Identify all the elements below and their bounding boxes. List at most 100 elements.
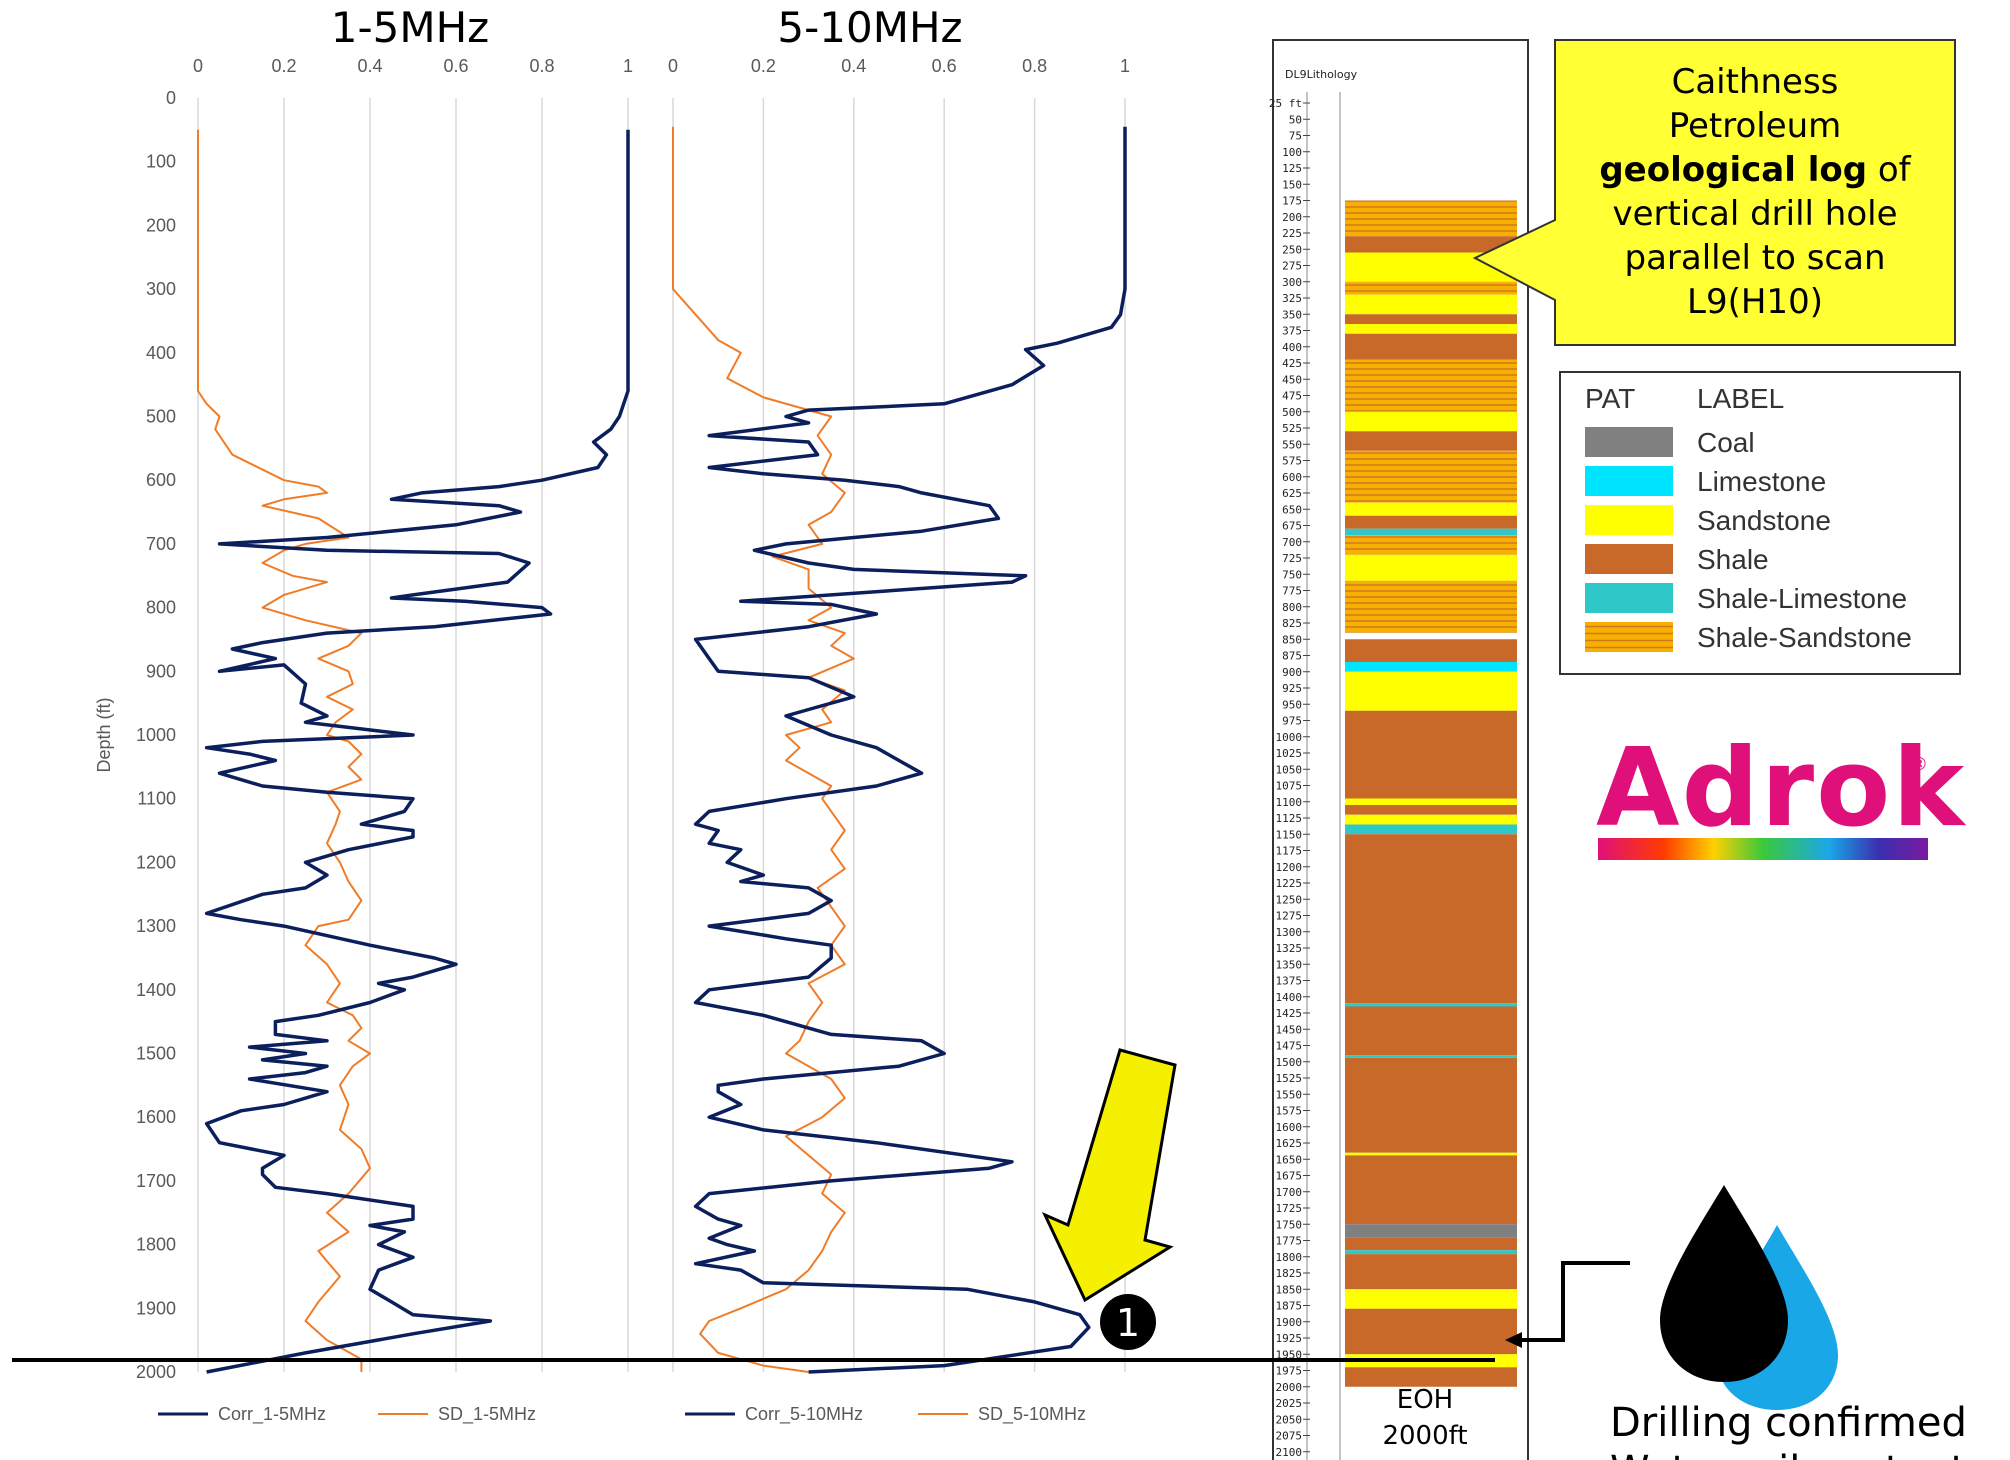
y-tick-label: 900 bbox=[146, 661, 176, 681]
depth-tick-label: 1500 bbox=[1276, 1056, 1303, 1069]
depth-tick-label: 1750 bbox=[1276, 1218, 1303, 1231]
legend-header-label: LABEL bbox=[1697, 383, 1784, 414]
depth-tick-label: 1475 bbox=[1276, 1040, 1303, 1053]
y-tick-label: 1200 bbox=[136, 852, 176, 872]
depth-tick-label: 550 bbox=[1282, 438, 1302, 451]
y-tick-label: 1600 bbox=[136, 1107, 176, 1127]
x-tick-label: 0 bbox=[668, 56, 678, 76]
depth-tick-label: 625 bbox=[1282, 487, 1302, 500]
lith-layer-shale-limestone bbox=[1345, 1003, 1517, 1007]
depth-tick-label: 1000 bbox=[1276, 731, 1303, 744]
legend-swatch-sandstone bbox=[1585, 505, 1673, 535]
lithology-log: DL9Lithology 25 ft 50 75 100 125 150 175 200 225… bbox=[1269, 39, 1529, 1460]
y-tick-label: 1100 bbox=[137, 789, 176, 809]
chart-2-x-ticks: 0 0.2 0.4 0.6 0.8 1 bbox=[668, 56, 1130, 76]
depth-tick-label: 250 bbox=[1282, 243, 1302, 256]
chart-1-y-ticks: 0 100 200 300 400 500 600 700 800 900 1000 1100 1200… bbox=[136, 88, 176, 1382]
depth-tick-label: 1575 bbox=[1276, 1105, 1303, 1118]
lith-layer-sandstone bbox=[1345, 554, 1517, 581]
depth-tick-label: 425 bbox=[1282, 357, 1302, 370]
lith-layer-coal bbox=[1345, 1224, 1517, 1238]
depth-tick-label: 675 bbox=[1282, 520, 1302, 533]
depth-tick-label: 775 bbox=[1282, 585, 1302, 598]
depth-tick-label: 600 bbox=[1282, 471, 1302, 484]
y-tick-label: 2000 bbox=[136, 1362, 176, 1382]
x-tick-label: 1 bbox=[1120, 56, 1130, 76]
callout-line-4: vertical drill hole bbox=[1613, 194, 1898, 234]
depth-tick-label: 1800 bbox=[1276, 1251, 1303, 1264]
legend-swatch-limestone bbox=[1585, 466, 1673, 496]
callout-rest: of bbox=[1867, 150, 1912, 190]
depth-tick-label: 1025 bbox=[1276, 747, 1303, 760]
depth-tick-label: 1525 bbox=[1276, 1072, 1303, 1085]
marker-1: 1 bbox=[1100, 1294, 1156, 1350]
depth-tick-label: 850 bbox=[1282, 633, 1302, 646]
y-tick-label: 100 bbox=[146, 152, 176, 172]
lith-layer-shale-sandstone bbox=[1345, 359, 1517, 412]
depth-tick-label: 525 bbox=[1282, 422, 1302, 435]
legend-sd-1-5: SD_1-5MHz bbox=[438, 1404, 536, 1425]
depth-tick-label: 1050 bbox=[1276, 763, 1303, 776]
y-tick-label: 1900 bbox=[136, 1298, 176, 1318]
depth-tick-label: 1725 bbox=[1276, 1202, 1303, 1215]
legend-label-sandstone: Sandstone bbox=[1697, 505, 1831, 536]
chart-2-legend: Corr_5-10MHz SD_5-10MHz bbox=[685, 1404, 1086, 1425]
depth-tick-label: 1100 bbox=[1276, 796, 1303, 809]
callout-line-5: parallel to scan bbox=[1624, 238, 1885, 278]
legend-sd-5-10: SD_5-10MHz bbox=[978, 1404, 1086, 1425]
depth-tick-label: 825 bbox=[1282, 617, 1302, 630]
lith-layer-sandstone bbox=[1345, 694, 1517, 711]
lith-layer-shale-limestone bbox=[1345, 824, 1517, 835]
lith-layer-limestone bbox=[1345, 662, 1517, 672]
depth-tick-label: 2025 bbox=[1276, 1397, 1303, 1410]
lith-layer-shale bbox=[1345, 805, 1517, 815]
lith-layer-sandstone bbox=[1345, 671, 1517, 695]
x-tick-label: 0.2 bbox=[751, 56, 776, 76]
x-tick-label: 1 bbox=[623, 56, 633, 76]
depth-tick-label: 925 bbox=[1282, 682, 1302, 695]
eoh-label: EOH bbox=[1397, 1385, 1453, 1415]
legend-header-pat: PAT bbox=[1585, 383, 1635, 414]
y-tick-label: 300 bbox=[146, 279, 176, 299]
depth-tick-label: 1875 bbox=[1276, 1300, 1303, 1313]
y-tick-label: 1300 bbox=[136, 916, 176, 936]
lith-layer-shale-sandstone bbox=[1345, 535, 1517, 555]
legend-label-limestone: Limestone bbox=[1697, 466, 1826, 497]
depth-tick-label: 1200 bbox=[1276, 861, 1303, 874]
series-line-corr_1-5mhz bbox=[204, 129, 630, 1374]
drilling-confirmed-text: Drilling confirmed bbox=[1610, 1400, 1967, 1446]
callout-line-2: Petroleum bbox=[1669, 106, 1842, 146]
lith-layer-shale bbox=[1345, 1057, 1517, 1153]
callout-line-6: L9(H10) bbox=[1687, 282, 1823, 322]
depth-tick-label: 1350 bbox=[1276, 958, 1303, 971]
x-tick-label: 0.8 bbox=[1022, 56, 1047, 76]
depth-tick-label: 1125 bbox=[1276, 812, 1303, 825]
depth-tick-label: 400 bbox=[1282, 341, 1302, 354]
depth-tick-label: 275 bbox=[1282, 260, 1302, 273]
y-tick-label: 500 bbox=[146, 407, 176, 427]
depth-tick-label: 1150 bbox=[1276, 828, 1303, 841]
series-line-corr_5-10mhz bbox=[693, 126, 1127, 1374]
lith-layer-sandstone bbox=[1345, 814, 1517, 825]
depth-tick-label: 1400 bbox=[1276, 991, 1303, 1004]
lith-layer-shale bbox=[1345, 1155, 1517, 1225]
marker-1-label: 1 bbox=[1116, 1301, 1140, 1345]
y-axis-label: Depth (ft) bbox=[94, 697, 114, 772]
legend-corr-1-5: Corr_1-5MHz bbox=[218, 1404, 326, 1425]
legend-items: Coal Limestone Sandstone Shale Shale-Limesto… bbox=[1585, 427, 1912, 653]
lith-layer-sandstone bbox=[1345, 324, 1517, 334]
y-tick-label: 200 bbox=[146, 215, 176, 235]
depth-tick-label: 575 bbox=[1282, 455, 1302, 468]
legend-swatch-coal bbox=[1585, 427, 1673, 457]
y-tick-label: 400 bbox=[146, 343, 176, 363]
x-tick-label: 0.6 bbox=[443, 56, 468, 76]
depth-tick-label: 1850 bbox=[1276, 1283, 1303, 1296]
lith-layer-shale bbox=[1345, 236, 1517, 253]
x-tick-label: 0.2 bbox=[271, 56, 296, 76]
chart-2-title: 5-10MHz bbox=[777, 3, 962, 52]
depth-tick-label: 150 bbox=[1282, 178, 1302, 191]
legend-label-coal: Coal bbox=[1697, 427, 1755, 458]
water-oil-content-text: Water, oil content bbox=[1610, 1448, 1966, 1460]
legend-corr-5-10: Corr_5-10MHz bbox=[745, 1404, 863, 1425]
